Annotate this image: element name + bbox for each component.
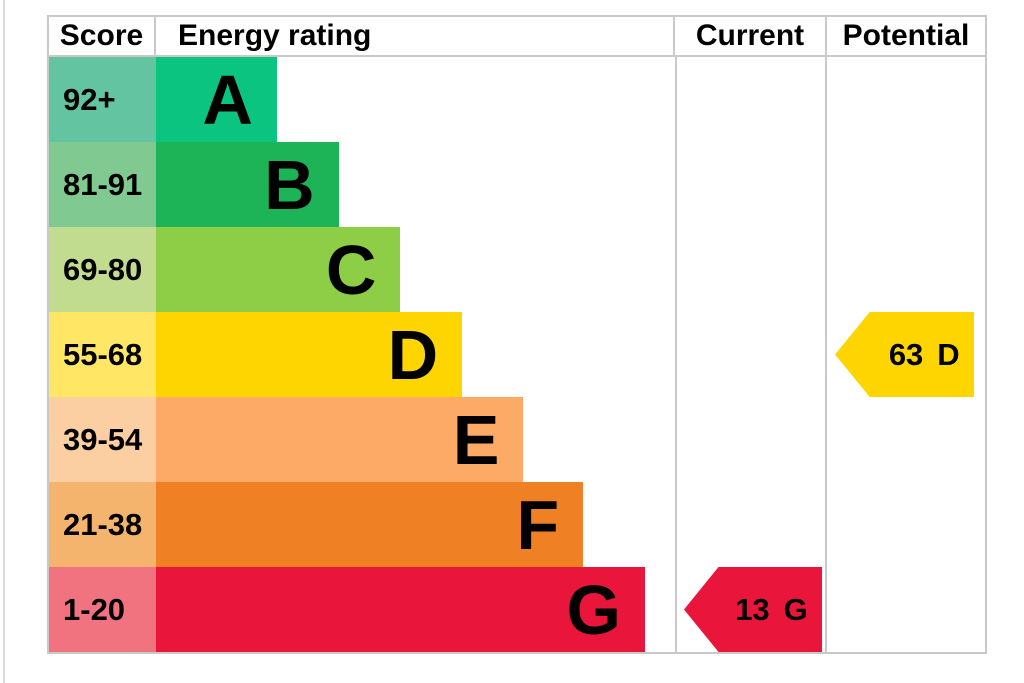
- current-column: 13 G: [675, 57, 827, 652]
- current-arrow: 13 G: [684, 567, 822, 652]
- header-potential: Potential: [842, 19, 970, 52]
- potential-arrow: 63 D: [835, 312, 974, 397]
- rating-bar-b: B: [156, 142, 339, 227]
- rating-bar-d: D: [156, 312, 463, 397]
- rating-bar-g: G: [156, 567, 645, 652]
- energy-rating-column: A B C D E F G: [156, 57, 675, 652]
- score-cell-e: 39-54: [49, 397, 156, 482]
- score-cell-c: 69-80: [49, 227, 156, 312]
- rating-bar-c: C: [156, 227, 401, 312]
- current-letter: G: [783, 592, 808, 627]
- header-score: Score: [49, 17, 156, 55]
- score-cell-f: 21-38: [49, 482, 156, 567]
- current-value: 13: [735, 592, 770, 627]
- score-cell-d: 55-68: [49, 312, 156, 397]
- score-column: 92+ 81-91 69-80 55-68 39-54 21-38 1-20: [49, 57, 156, 652]
- potential-value: 63: [888, 337, 924, 372]
- epc-rating-chart: Score Energy rating Current Potential 92…: [47, 15, 987, 654]
- potential-letter: D: [937, 337, 960, 372]
- score-cell-g: 1-20: [49, 567, 156, 652]
- header-current: Current: [675, 17, 827, 55]
- chart-body: 92+ 81-91 69-80 55-68 39-54 21-38 1-20 A…: [49, 57, 985, 652]
- rating-bar-f: F: [156, 482, 584, 567]
- page-left-edge-line: [3, 0, 5, 683]
- potential-column: 63 D: [827, 57, 985, 652]
- score-cell-a: 92+: [49, 57, 156, 142]
- header-energy-rating: Energy rating: [156, 17, 675, 55]
- rating-bar-a: A: [156, 57, 277, 142]
- chart-header-row: Score Energy rating Current Potential: [49, 17, 985, 57]
- rating-bar-e: E: [156, 397, 524, 482]
- score-cell-b: 81-91: [49, 142, 156, 227]
